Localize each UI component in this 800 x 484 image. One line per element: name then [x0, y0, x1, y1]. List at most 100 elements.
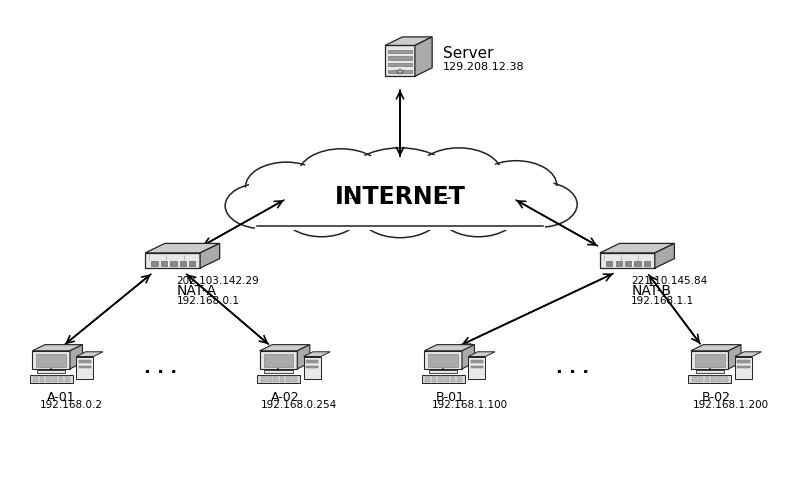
Bar	[306, 366, 318, 369]
Bar	[189, 261, 195, 266]
Text: B-02: B-02	[702, 391, 731, 404]
Bar	[723, 376, 728, 378]
Polygon shape	[260, 345, 310, 351]
Polygon shape	[415, 38, 432, 77]
Polygon shape	[734, 352, 762, 357]
Bar	[438, 379, 442, 382]
Bar	[717, 379, 722, 382]
Text: 221.10.145.84: 221.10.145.84	[631, 275, 707, 285]
Bar	[257, 375, 300, 383]
Bar	[616, 261, 622, 266]
Circle shape	[502, 182, 577, 228]
Bar	[691, 351, 729, 369]
Bar	[261, 379, 266, 382]
Bar	[52, 379, 57, 382]
Text: INTERNET: INTERNET	[334, 185, 466, 209]
Bar	[606, 261, 613, 266]
Bar	[694, 354, 725, 367]
Bar	[470, 366, 483, 369]
Bar	[58, 379, 63, 382]
Bar	[432, 376, 437, 378]
Polygon shape	[462, 345, 474, 369]
Circle shape	[343, 149, 457, 217]
Bar	[46, 376, 50, 378]
FancyBboxPatch shape	[255, 199, 545, 230]
Bar	[78, 366, 91, 369]
Bar	[34, 379, 38, 382]
Bar	[688, 375, 731, 383]
Polygon shape	[146, 244, 220, 254]
Bar	[692, 376, 697, 378]
Bar	[723, 379, 728, 382]
Bar	[170, 261, 177, 266]
Bar	[695, 370, 724, 373]
Bar	[267, 379, 272, 382]
Bar	[388, 64, 412, 67]
Bar	[286, 376, 290, 378]
Text: 192.168.1.1: 192.168.1.1	[631, 295, 694, 305]
Text: Server: Server	[443, 45, 494, 60]
Bar	[161, 261, 167, 266]
Circle shape	[359, 189, 441, 238]
Circle shape	[348, 151, 452, 214]
Bar	[34, 376, 38, 378]
Text: NAT-B: NAT-B	[631, 283, 671, 297]
Circle shape	[397, 71, 403, 75]
FancyBboxPatch shape	[255, 181, 545, 221]
Bar	[65, 379, 70, 382]
Polygon shape	[655, 244, 674, 269]
Bar	[644, 261, 650, 266]
Circle shape	[416, 149, 502, 201]
Bar	[737, 360, 750, 363]
Polygon shape	[729, 345, 741, 369]
Bar	[36, 354, 66, 367]
Bar	[388, 71, 412, 74]
Circle shape	[442, 192, 514, 235]
Bar	[444, 379, 449, 382]
Polygon shape	[691, 345, 741, 351]
Bar	[274, 379, 278, 382]
Bar	[698, 376, 703, 378]
Bar	[470, 360, 483, 363]
Bar	[600, 254, 654, 269]
Bar	[388, 57, 412, 60]
Circle shape	[419, 151, 498, 198]
Text: B-01: B-01	[435, 391, 464, 404]
Bar	[737, 366, 750, 369]
Bar	[146, 254, 200, 269]
Bar	[303, 357, 321, 379]
Bar	[429, 370, 458, 373]
Bar	[705, 379, 710, 382]
Polygon shape	[70, 345, 82, 369]
Polygon shape	[76, 352, 103, 357]
Bar	[385, 46, 415, 77]
Bar	[37, 370, 66, 373]
Text: NAT-A: NAT-A	[177, 283, 217, 297]
Bar	[78, 360, 91, 363]
Polygon shape	[468, 352, 495, 357]
Circle shape	[302, 151, 381, 199]
Text: A-01: A-01	[47, 391, 76, 404]
Bar	[264, 370, 293, 373]
Text: A-02: A-02	[270, 391, 299, 404]
Bar	[46, 379, 50, 382]
Bar	[40, 379, 45, 382]
Circle shape	[225, 183, 301, 229]
Bar	[450, 376, 455, 378]
Bar	[698, 379, 703, 382]
Bar	[432, 379, 437, 382]
Bar	[424, 351, 462, 369]
Circle shape	[298, 150, 384, 202]
Bar	[450, 379, 455, 382]
Bar	[711, 376, 715, 378]
Text: 192.168.0.2: 192.168.0.2	[39, 399, 102, 409]
Bar	[734, 357, 752, 379]
Bar	[426, 379, 430, 382]
Circle shape	[475, 161, 557, 211]
Text: 192.168.1.200: 192.168.1.200	[693, 399, 769, 409]
Bar	[58, 376, 63, 378]
Circle shape	[228, 185, 298, 227]
Bar	[267, 376, 272, 378]
Bar	[717, 376, 722, 378]
Circle shape	[249, 165, 324, 210]
